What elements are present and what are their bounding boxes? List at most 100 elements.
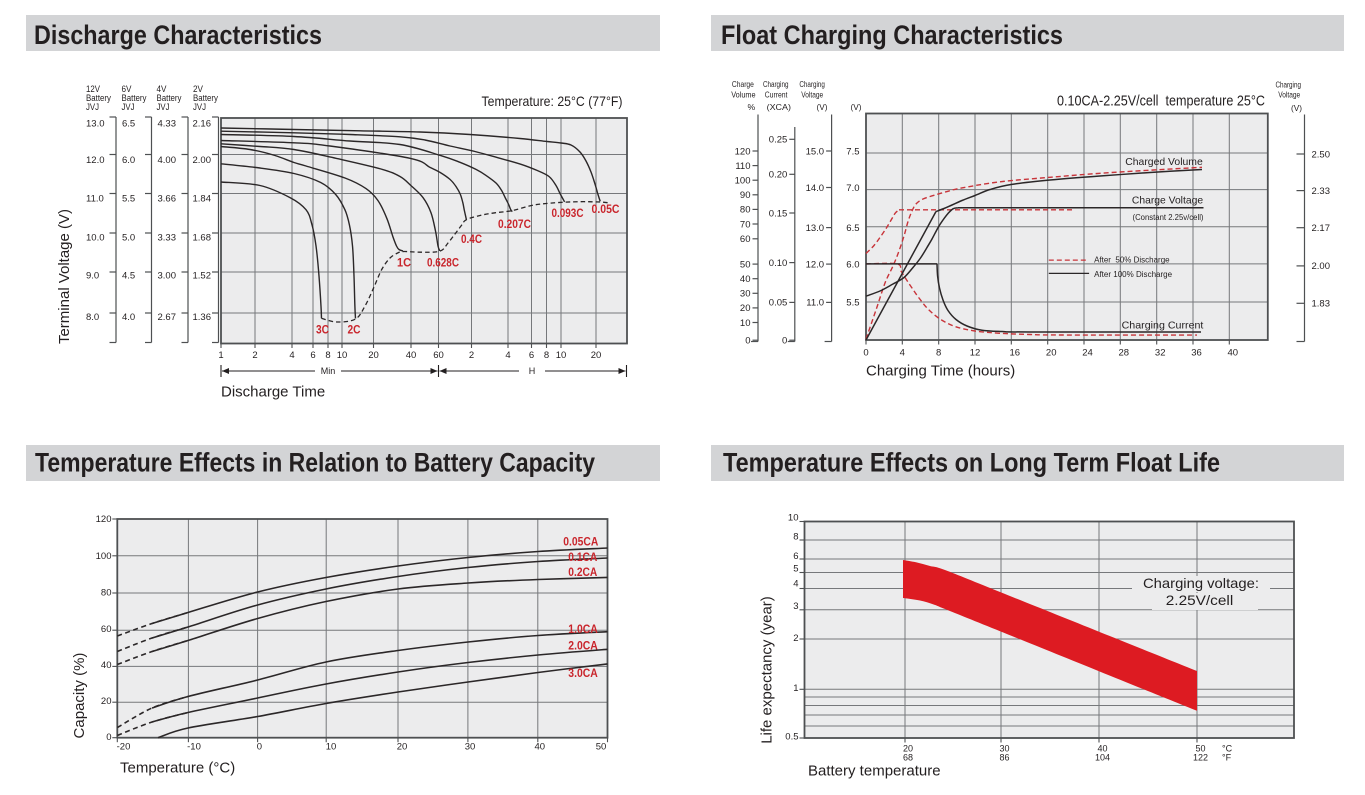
svg-text:8: 8 [325,350,330,361]
svg-text:-10: -10 [187,742,201,753]
svg-text:0: 0 [257,742,262,753]
svg-text:0.1CA: 0.1CA [568,550,597,564]
svg-text:8.0: 8.0 [86,312,99,323]
svg-text:32: 32 [1155,348,1166,359]
svg-text:°F: °F [1222,753,1232,763]
svg-text:10: 10 [337,350,348,361]
svg-text:20: 20 [368,350,379,361]
svg-text:2.00: 2.00 [1312,261,1331,272]
svg-text:Temperature (°C): Temperature (°C) [120,760,235,777]
svg-text:30: 30 [740,289,751,300]
svg-text:Battery: Battery [86,93,111,103]
svg-text:1.36: 1.36 [193,312,212,323]
svg-text:30: 30 [999,744,1009,754]
svg-text:10.0: 10.0 [86,232,105,243]
svg-text:13.0: 13.0 [86,119,105,130]
svg-text:28: 28 [1119,348,1130,359]
svg-text:5.0: 5.0 [122,232,135,243]
svg-text:Terminal Voltage (V): Terminal Voltage (V) [56,209,73,344]
svg-text:2V: 2V [193,84,203,94]
svg-text:8: 8 [936,348,941,359]
svg-text:100: 100 [96,551,112,562]
svg-text:4.33: 4.33 [158,119,177,130]
svg-text:20: 20 [1046,348,1057,359]
svg-text:Charge Voltage: Charge Voltage [1132,196,1203,207]
svg-text:40: 40 [406,350,417,361]
svg-text:4V: 4V [157,84,167,94]
svg-text:120: 120 [96,514,112,525]
svg-text:Battery temperature: Battery temperature [808,763,941,780]
svg-text:1: 1 [218,350,223,361]
svg-text:2.67: 2.67 [158,312,177,323]
svg-text:2: 2 [793,633,798,644]
svg-text:50: 50 [596,742,607,753]
svg-text:0.25: 0.25 [769,135,788,146]
svg-text:6.0: 6.0 [122,155,135,166]
svg-text:2.25V/cell: 2.25V/cell [1166,592,1234,608]
svg-text:Life expectancy (year): Life expectancy (year) [759,596,776,744]
svg-text:2.16: 2.16 [193,119,212,130]
svg-text:12: 12 [970,348,981,359]
svg-text:Battery: Battery [122,93,147,103]
svg-text:10: 10 [788,512,799,523]
svg-text:0.20: 0.20 [769,170,788,181]
svg-text:12.0: 12.0 [806,259,825,270]
svg-text:6: 6 [310,350,315,361]
svg-text:20: 20 [101,696,112,707]
svg-text:20: 20 [740,303,751,314]
svg-text:24: 24 [1082,348,1093,359]
svg-text:4.00: 4.00 [158,155,177,166]
svg-text:Charged Volume: Charged Volume [1125,157,1203,168]
svg-text:10: 10 [326,742,337,753]
svg-text:2.33: 2.33 [1312,186,1331,197]
svg-text:2: 2 [469,350,474,361]
svg-text:104: 104 [1095,753,1110,763]
svg-text:110: 110 [735,161,750,172]
svg-text:1C: 1C [397,256,411,270]
svg-text:Volume: Volume [731,89,756,99]
svg-text:Min: Min [321,366,336,376]
svg-text:Charging Current: Charging Current [1122,321,1204,332]
svg-text:Battery: Battery [157,93,182,103]
svg-text:0.207C: 0.207C [498,217,531,231]
svg-text:2C: 2C [348,323,361,337]
svg-text:3: 3 [793,601,798,612]
svg-text:5.5: 5.5 [846,298,859,309]
svg-text:Voltage: Voltage [1278,90,1300,100]
svg-text:0.15: 0.15 [769,208,788,219]
svg-text:1.0CA: 1.0CA [568,622,598,636]
svg-text:4: 4 [793,578,798,589]
svg-text:4.0: 4.0 [122,312,135,323]
svg-text:86: 86 [999,753,1009,763]
svg-text:12.0: 12.0 [86,155,105,166]
svg-text:2.00: 2.00 [193,155,212,166]
svg-text:100: 100 [735,176,751,187]
svg-text:40: 40 [535,742,546,753]
svg-text:8: 8 [544,350,549,361]
svg-text:JVJ: JVJ [86,102,99,112]
svg-text:0: 0 [745,336,750,347]
svg-text:0: 0 [782,336,787,347]
svg-text:30: 30 [465,742,476,753]
svg-text:7.5: 7.5 [846,146,859,157]
svg-text:(V): (V) [1291,103,1302,113]
svg-text:6V: 6V [122,84,132,94]
svg-text:50: 50 [1195,744,1205,754]
svg-text:11.0: 11.0 [806,298,824,309]
svg-text:90: 90 [740,190,751,201]
svg-text:6.5: 6.5 [122,119,135,130]
svg-text:Current: Current [765,89,788,99]
svg-text:4: 4 [900,348,905,359]
svg-text:0.05CA: 0.05CA [563,535,598,549]
svg-text:JVJ: JVJ [193,102,206,112]
svg-text:15.0: 15.0 [806,146,825,157]
svg-text:4: 4 [505,350,510,361]
svg-text:40: 40 [101,660,112,671]
svg-text:3.33: 3.33 [158,232,177,243]
svg-text:40: 40 [740,274,751,285]
svg-text:40: 40 [1228,348,1239,359]
svg-text:Float Charging Characteristics: Float Charging Characteristics [721,20,1063,50]
svg-text:Charging: Charging [1275,80,1301,90]
svg-text:1.52: 1.52 [193,271,212,282]
svg-text:122: 122 [1193,753,1208,763]
